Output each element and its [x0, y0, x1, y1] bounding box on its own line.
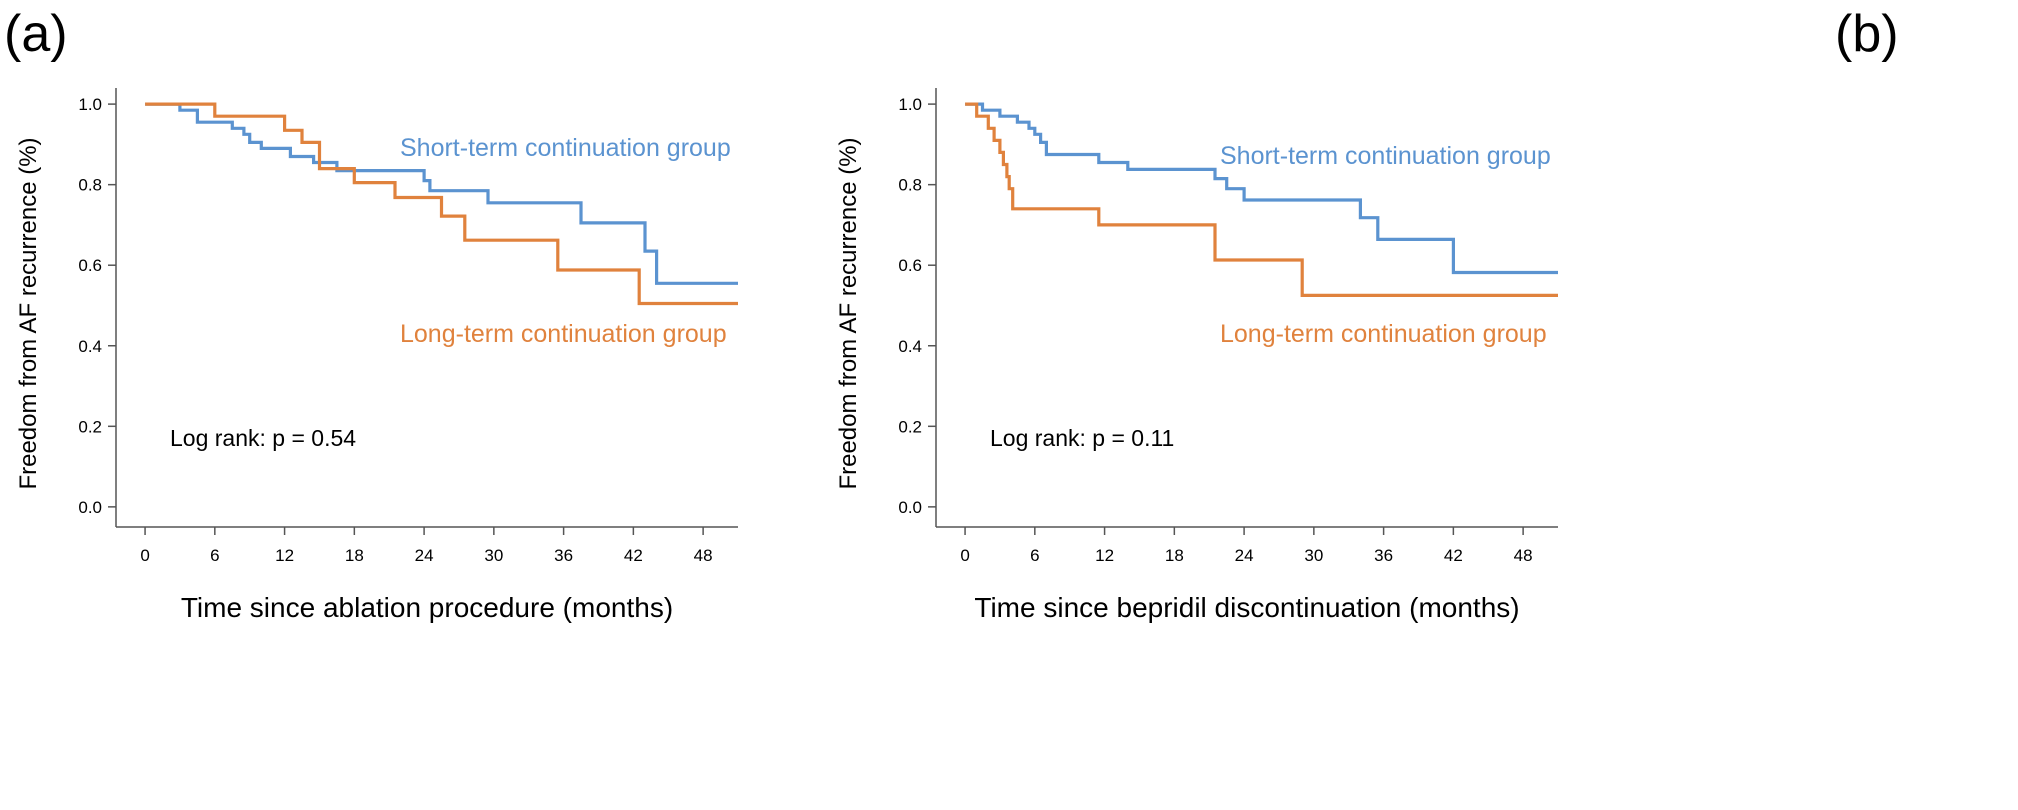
- series-label-short-term: Short-term continuation group: [400, 134, 731, 162]
- x-tick-label: 18: [1165, 546, 1184, 565]
- y-tick-label: 1.0: [78, 95, 102, 114]
- x-tick-label: 48: [1514, 546, 1533, 565]
- panel-label-a: (a): [4, 5, 68, 63]
- y-tick-label: 0.2: [78, 417, 102, 436]
- x-tick-label: 6: [1030, 546, 1039, 565]
- x-tick-label: 36: [554, 546, 573, 565]
- x-tick-label: 30: [484, 546, 503, 565]
- x-axis-label: Time since bepridil discontinuation (mon…: [974, 592, 1519, 623]
- series-label-short-term: Short-term continuation group: [1220, 142, 1551, 170]
- x-tick-label: 12: [275, 546, 294, 565]
- panel-b: (b) 0.0 0.2 0.4 0.6 0.8 1.0 0 6 12 18 24 30 36 42 48 Ti…: [835, 0, 2018, 810]
- y-tick-label: 0.8: [898, 176, 922, 195]
- y-tick-label: 0.0: [78, 498, 102, 517]
- series-line-long-term: [145, 102, 738, 306]
- panel-label-b: (b): [1835, 5, 1899, 63]
- log-rank-annotation: Log rank: p = 0.11: [990, 425, 1174, 451]
- x-tick-label: 0: [960, 546, 969, 565]
- y-tick-label: 0.4: [898, 337, 922, 356]
- x-tick-label: 12: [1095, 546, 1114, 565]
- series-label-long-term: Long-term continuation group: [1220, 320, 1547, 348]
- x-tick-label: 6: [210, 546, 219, 565]
- y-axis-label: Freedom from AF recurrence (%): [835, 137, 862, 489]
- x-tick-label: 18: [345, 546, 364, 565]
- x-tick-label: 24: [415, 546, 434, 565]
- x-tick-label: 42: [1444, 546, 1463, 565]
- x-tick-label: 30: [1304, 546, 1323, 565]
- y-tick-label: 0.4: [78, 337, 102, 356]
- x-tick-label: 42: [624, 546, 643, 565]
- y-tick-label: 0.6: [78, 256, 102, 275]
- km-chart-a: 0.0 0.2 0.4 0.6 0.8 1.0 0 6 12 18 24 30 36 42 48 Time s…: [15, 88, 738, 623]
- x-tick-label: 36: [1374, 546, 1393, 565]
- x-tick-label: 24: [1235, 546, 1254, 565]
- x-axis-label: Time since ablation procedure (months): [181, 592, 673, 623]
- km-chart-b: 0.0 0.2 0.4 0.6 0.8 1.0 0 6 12 18 24 30 36 42 48 Time s…: [835, 88, 1558, 623]
- series-label-long-term: Long-term continuation group: [400, 320, 727, 348]
- x-tick-label: 0: [140, 546, 149, 565]
- y-tick-label: 0.8: [78, 176, 102, 195]
- y-axis-label: Freedom from AF recurrence (%): [15, 137, 42, 489]
- y-tick-label: 0.6: [898, 256, 922, 275]
- y-tick-label: 0.0: [898, 498, 922, 517]
- log-rank-annotation: Log rank: p = 0.54: [170, 425, 356, 451]
- x-tick-label: 48: [694, 546, 713, 565]
- series-line-short-term: [145, 102, 738, 285]
- series-line-long-term: [965, 102, 1558, 297]
- y-tick-label: 1.0: [898, 95, 922, 114]
- series-line-short-term: [965, 102, 1558, 275]
- y-tick-label: 0.2: [898, 417, 922, 436]
- panel-a: (a) 0.0 0.2 0.4 0.6 0.8 1.0 0 6 12 18 24 30 36 42 48 Ti…: [4, 5, 738, 623]
